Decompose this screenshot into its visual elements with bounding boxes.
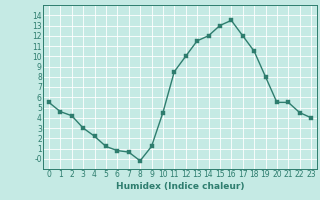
X-axis label: Humidex (Indice chaleur): Humidex (Indice chaleur) [116,182,244,191]
